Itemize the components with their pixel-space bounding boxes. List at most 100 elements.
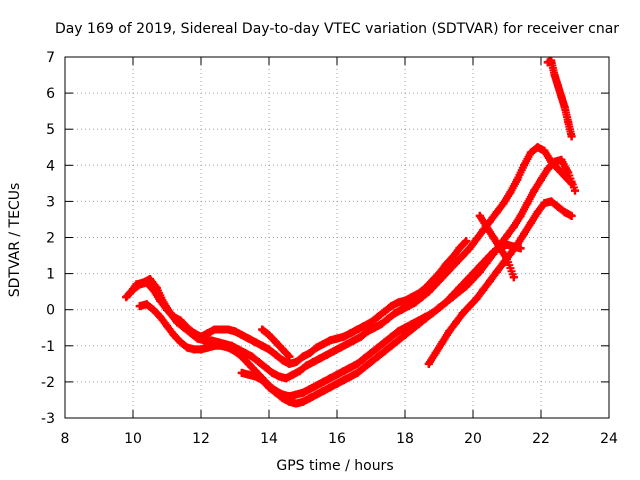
data-point <box>458 309 467 318</box>
data-point <box>554 202 562 211</box>
data-point <box>407 293 416 302</box>
data-point <box>373 312 382 321</box>
data-point <box>346 372 355 381</box>
data-point <box>560 103 569 112</box>
data-point <box>465 244 474 253</box>
data-point <box>285 359 294 368</box>
data-point <box>543 164 552 173</box>
data-point <box>550 71 559 80</box>
x-tick-label: 18 <box>396 431 414 447</box>
data-point <box>394 327 403 336</box>
data-point <box>203 329 212 338</box>
x-tick-label: 16 <box>328 431 346 447</box>
data-point <box>312 390 321 399</box>
data-point <box>149 305 158 314</box>
data-point <box>339 367 348 376</box>
data-point <box>319 386 328 395</box>
data-point <box>513 240 522 249</box>
data-point <box>404 302 413 311</box>
y-tick-label: -1 <box>41 339 55 355</box>
data-point <box>360 321 369 330</box>
data-point <box>210 325 219 334</box>
x-tick-label: 8 <box>61 431 70 447</box>
data-point <box>180 323 188 332</box>
data-point <box>560 208 569 217</box>
data-point <box>169 330 178 339</box>
data-point <box>390 309 399 318</box>
data-point <box>401 323 409 332</box>
data-point <box>251 372 260 381</box>
data-point <box>407 325 416 334</box>
data-point <box>285 397 294 406</box>
data-layer <box>122 56 579 408</box>
data-point <box>499 199 508 208</box>
data-point <box>312 343 321 352</box>
y-tick-label: 2 <box>46 231 55 247</box>
data-point <box>135 302 144 311</box>
data-point <box>248 352 256 361</box>
data-point <box>523 199 532 208</box>
data-point <box>503 240 511 249</box>
data-point <box>316 354 324 363</box>
x-tick-label: 12 <box>192 431 210 447</box>
x-tick-label: 14 <box>260 431 278 447</box>
data-point <box>503 255 511 264</box>
data-point <box>265 383 273 392</box>
data-point <box>479 285 488 294</box>
data-point <box>557 155 566 164</box>
data-point <box>421 314 430 323</box>
data-point <box>513 175 522 184</box>
data-point <box>367 318 375 327</box>
data-point <box>564 117 573 126</box>
data-point <box>295 367 304 376</box>
data-point <box>244 370 253 379</box>
data-point <box>224 343 233 352</box>
data-point <box>292 399 301 408</box>
data-point <box>438 273 447 282</box>
data-point <box>254 358 263 367</box>
x-tick-label: 22 <box>532 431 550 447</box>
data-point <box>244 334 253 343</box>
data-point <box>373 343 382 352</box>
data-point <box>486 276 494 285</box>
series-arc-6 <box>475 211 518 282</box>
data-point <box>360 354 369 363</box>
data-point <box>547 56 556 65</box>
data-point <box>305 394 314 403</box>
data-point <box>435 303 443 312</box>
series-arc-7 <box>258 325 294 361</box>
data-point <box>336 343 345 352</box>
data-point <box>445 327 454 336</box>
y-axis-title: SDTVAR / TECUs <box>7 183 23 298</box>
data-point <box>282 374 290 383</box>
data-point <box>387 341 396 350</box>
data-point <box>271 338 280 347</box>
data-point <box>186 329 195 338</box>
data-point <box>210 341 219 350</box>
data-point <box>275 372 284 381</box>
data-point <box>339 376 348 385</box>
data-point <box>567 211 576 220</box>
data-point <box>367 349 375 358</box>
data-point <box>401 296 409 305</box>
series-markers <box>543 56 576 141</box>
y-tick-label: 4 <box>46 158 55 174</box>
data-point <box>203 343 212 352</box>
data-point <box>292 390 301 399</box>
data-point <box>305 349 314 358</box>
data-point <box>530 186 539 195</box>
data-point <box>489 233 498 242</box>
data-point <box>380 338 389 347</box>
data-point <box>373 352 382 361</box>
data-point <box>292 358 301 367</box>
data-point <box>503 231 511 240</box>
data-point <box>278 345 287 354</box>
data-point <box>156 312 165 321</box>
data-point <box>353 368 362 377</box>
data-point <box>438 338 447 347</box>
data-point <box>152 284 161 293</box>
data-point <box>411 298 420 307</box>
data-point <box>231 347 239 356</box>
data-point <box>258 325 267 334</box>
data-point <box>564 168 573 177</box>
